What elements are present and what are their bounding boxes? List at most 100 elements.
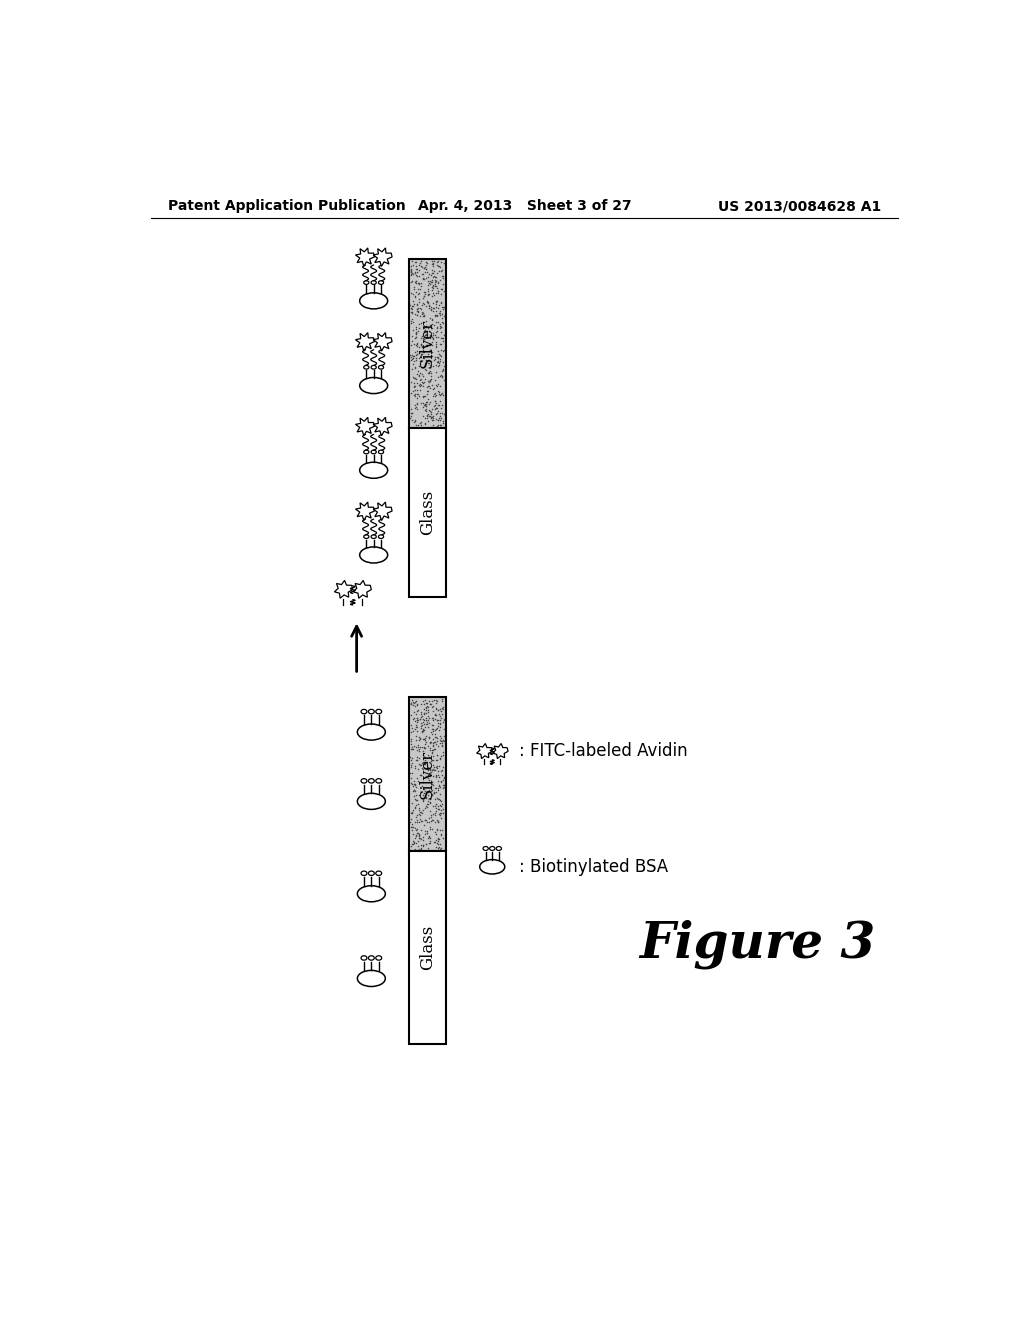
Point: [403, 801, 420, 822]
Point: [435, 799, 452, 820]
Point: [414, 337, 430, 358]
Point: [413, 764, 429, 785]
Point: [419, 711, 435, 733]
Point: [421, 708, 437, 729]
Point: [433, 260, 450, 281]
Point: [429, 416, 445, 437]
Point: [421, 271, 437, 292]
Ellipse shape: [359, 293, 388, 309]
Point: [406, 376, 422, 397]
Point: [411, 297, 427, 318]
Point: [412, 376, 428, 397]
Point: [418, 396, 434, 417]
Point: [429, 731, 445, 752]
Point: [407, 285, 423, 306]
Point: [434, 330, 451, 351]
Point: [425, 733, 441, 754]
Point: [421, 298, 437, 319]
Point: [412, 362, 428, 383]
Point: [404, 263, 421, 284]
Point: [427, 323, 443, 345]
Point: [433, 689, 450, 710]
Point: [421, 321, 437, 342]
Point: [409, 812, 425, 833]
Point: [404, 346, 421, 367]
Point: [425, 718, 441, 739]
Point: [426, 350, 442, 371]
Point: [428, 744, 444, 766]
Point: [411, 770, 427, 791]
Point: [433, 364, 450, 385]
Point: [402, 694, 419, 715]
Point: [407, 796, 423, 817]
Point: [422, 739, 438, 760]
Point: [420, 781, 436, 803]
Point: [429, 834, 445, 855]
Point: [428, 355, 444, 376]
Point: [430, 735, 446, 756]
Point: [409, 414, 425, 436]
Point: [424, 804, 440, 825]
Ellipse shape: [364, 281, 369, 284]
Point: [431, 408, 447, 429]
Point: [427, 822, 443, 843]
Point: [412, 709, 428, 730]
Point: [422, 694, 438, 715]
Point: [402, 261, 419, 282]
Point: [409, 345, 425, 366]
Polygon shape: [493, 743, 508, 759]
Point: [412, 801, 428, 822]
Point: [420, 279, 436, 300]
Point: [433, 327, 450, 348]
Point: [428, 300, 444, 321]
Point: [432, 710, 449, 731]
Point: [411, 825, 427, 846]
Point: [430, 838, 446, 859]
Point: [434, 312, 451, 333]
Point: [427, 267, 443, 288]
Point: [407, 719, 423, 741]
Point: [434, 734, 451, 755]
Point: [430, 351, 446, 372]
Point: [418, 725, 434, 746]
Point: [406, 785, 422, 807]
Point: [434, 744, 451, 766]
Point: [430, 347, 446, 368]
Point: [404, 824, 421, 845]
Point: [402, 816, 419, 837]
Point: [421, 746, 437, 767]
Point: [423, 762, 439, 783]
Point: [420, 697, 436, 718]
Point: [418, 392, 434, 413]
Point: [419, 334, 435, 355]
Point: [407, 758, 423, 779]
Point: [433, 818, 450, 840]
Polygon shape: [373, 248, 392, 267]
Point: [413, 252, 429, 273]
Point: [430, 715, 446, 737]
Point: [425, 735, 441, 756]
Point: [413, 803, 429, 824]
Point: [413, 718, 429, 739]
Ellipse shape: [364, 450, 369, 454]
Point: [413, 838, 429, 859]
Point: [414, 810, 430, 832]
Point: [423, 751, 439, 772]
Point: [434, 793, 451, 814]
Point: [428, 800, 444, 821]
Point: [414, 256, 430, 277]
Point: [413, 276, 429, 297]
Point: [422, 788, 438, 809]
Point: [424, 261, 440, 282]
Point: [407, 774, 423, 795]
Point: [420, 756, 436, 777]
Point: [434, 297, 451, 318]
Point: [433, 395, 450, 416]
Point: [413, 764, 429, 785]
Point: [404, 359, 421, 380]
Point: [419, 404, 435, 425]
Point: [430, 828, 446, 849]
Point: [416, 814, 432, 836]
Point: [403, 264, 420, 285]
Point: [415, 371, 431, 392]
